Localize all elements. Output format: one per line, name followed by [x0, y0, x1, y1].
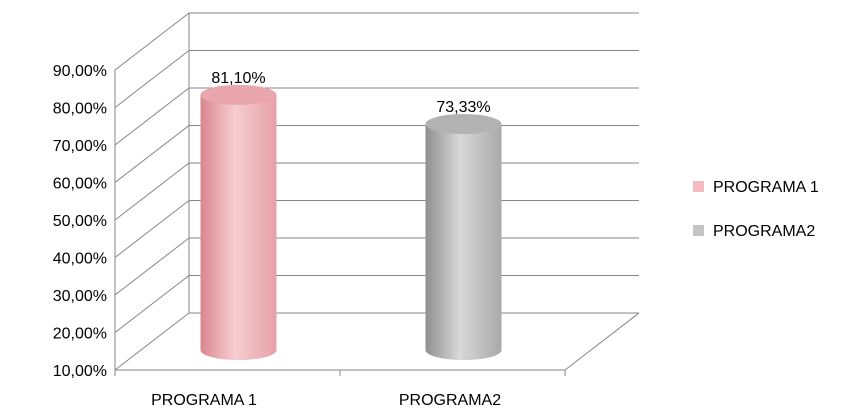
- bar-2: 73,33%: [425, 99, 502, 360]
- gridlines: [114, 12, 640, 376]
- x-category-label: PROGRAMA2: [399, 392, 501, 409]
- y-tick-label: 60,00%: [53, 176, 107, 193]
- legend-label-programa-1: PROGRAMA 1: [713, 179, 819, 196]
- legend-label-programa2: PROGRAMA2: [713, 223, 815, 240]
- y-tick-label: 50,00%: [53, 213, 107, 230]
- side-gridline: [114, 312, 190, 371]
- y-tick-label: 90,00%: [53, 63, 107, 80]
- side-gridline: [114, 50, 190, 108]
- y-axis-ticks: 10,00% 20,00% 30,00% 40,00% 50,00% 60,00% 70,0…: [53, 63, 107, 380]
- bar-top: [425, 114, 502, 135]
- legend: PROGRAMA 1 PROGRAMA2: [693, 179, 819, 240]
- side-gridline: [114, 125, 190, 183]
- bar-body: [425, 124, 502, 360]
- bars: 81,10% 73,33%: [200, 70, 502, 360]
- data-label: 73,33%: [436, 99, 490, 116]
- side-gridline: [114, 162, 190, 221]
- side-gridline: [114, 87, 190, 146]
- bar-1: 81,10%: [200, 70, 277, 360]
- x-category-label: PROGRAMA 1: [151, 392, 257, 409]
- data-label: 81,10%: [211, 70, 265, 87]
- y-tick-label: 70,00%: [53, 138, 107, 155]
- floor-edge: [564, 312, 640, 371]
- y-tick-label: 20,00%: [53, 326, 107, 343]
- bar-body: [200, 94, 277, 360]
- x-axis-categories: PROGRAMA 1 PROGRAMA2: [151, 392, 501, 409]
- bar-top: [200, 84, 277, 105]
- y-tick-label: 10,00%: [53, 363, 107, 380]
- side-gridline: [114, 275, 190, 333]
- y-tick-label: 40,00%: [53, 251, 107, 268]
- legend-swatch-programa-1: [693, 181, 704, 192]
- side-gridline: [114, 200, 190, 258]
- side-gridline: [114, 12, 190, 71]
- y-tick-label: 30,00%: [53, 288, 107, 305]
- side-gridline: [114, 237, 190, 296]
- y-tick-label: 80,00%: [53, 101, 107, 118]
- legend-swatch-programa2: [693, 225, 704, 236]
